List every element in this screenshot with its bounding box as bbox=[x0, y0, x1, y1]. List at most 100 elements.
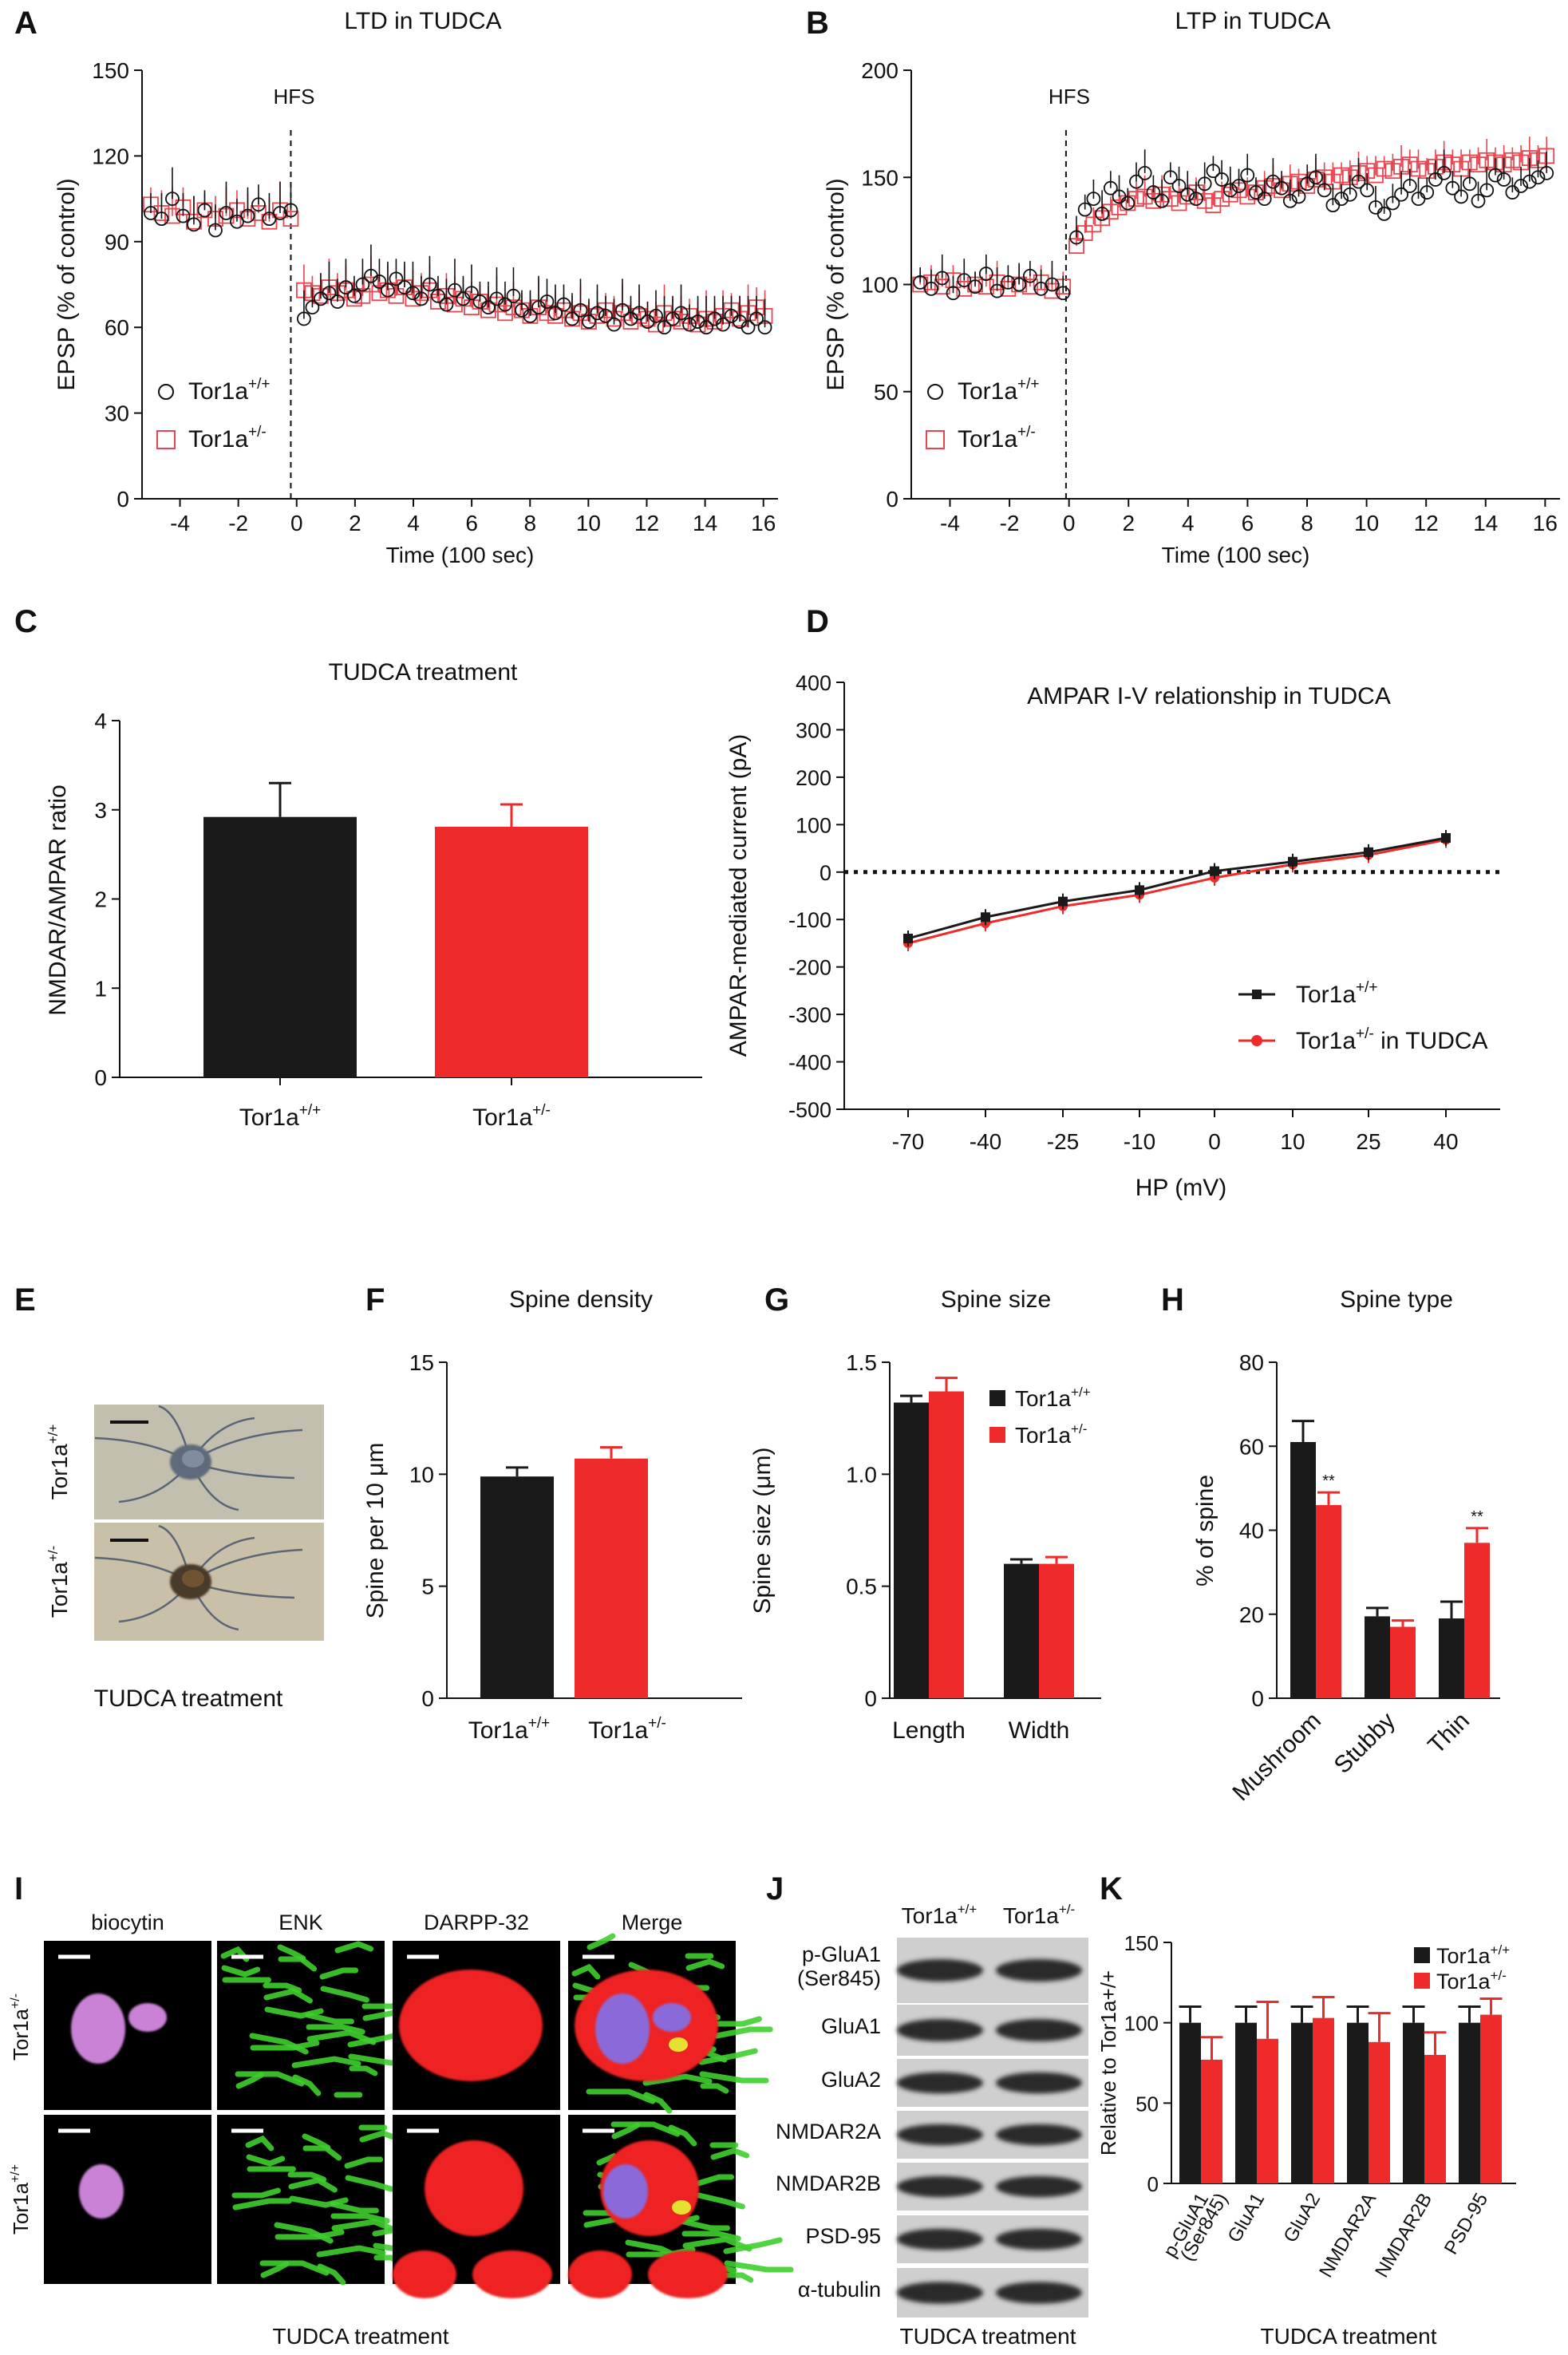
x-tick-label: -25 bbox=[1047, 1129, 1079, 1154]
data-point-wt bbox=[230, 214, 244, 229]
data-point-wt bbox=[1274, 180, 1290, 196]
data-point-het bbox=[1145, 192, 1162, 209]
chart-title: TUDCA treatment bbox=[329, 659, 518, 686]
y-tick-label: 300 bbox=[796, 718, 831, 742]
data-point bbox=[1135, 885, 1144, 895]
data-point-wt bbox=[414, 291, 429, 306]
legend-marker-het bbox=[926, 430, 945, 449]
y-tick-label: 150 bbox=[92, 58, 129, 83]
y-axis-label: NMDAR/AMPAR ratio bbox=[45, 784, 71, 1015]
data-point-het bbox=[1205, 197, 1222, 214]
data-point-wt bbox=[1231, 179, 1246, 193]
data-point-wt bbox=[565, 311, 579, 326]
data-point-wt bbox=[1282, 193, 1297, 208]
column-label: biocytin bbox=[91, 1910, 164, 1934]
data-point-het bbox=[934, 279, 950, 295]
data-point-wt bbox=[1001, 275, 1016, 290]
y-tick-label: 0 bbox=[1147, 2172, 1159, 2196]
data-point-wt bbox=[1445, 180, 1460, 196]
data-point-wt bbox=[1095, 206, 1110, 221]
blot-row-label: PSD-95 bbox=[805, 2224, 881, 2248]
x-axis-label: Time (100 sec) bbox=[386, 543, 535, 567]
data-point-wt bbox=[338, 280, 353, 294]
panel-letter: J bbox=[766, 1871, 784, 1907]
data-point-wt bbox=[1103, 180, 1118, 196]
legend-swatch-wt bbox=[989, 1390, 1005, 1406]
data-point-het bbox=[363, 276, 379, 293]
panel-letter: E bbox=[14, 1282, 36, 1318]
data-point-wt bbox=[330, 294, 345, 309]
fluorescence-tile bbox=[568, 2115, 794, 2298]
data-point-het bbox=[1239, 188, 1256, 205]
data-point-wt bbox=[757, 320, 772, 335]
x-tick-label: 14 bbox=[1473, 511, 1498, 535]
y-tick-label: 60 bbox=[105, 315, 129, 340]
x-tick-label: 25 bbox=[1356, 1129, 1380, 1154]
x-tick-label: 12 bbox=[1414, 511, 1439, 535]
data-point-het bbox=[1384, 163, 1401, 180]
data-point-wt bbox=[187, 217, 201, 232]
x-category-label: PSD-95 bbox=[1440, 2190, 1492, 2258]
data-point-wt bbox=[699, 320, 713, 335]
bar bbox=[1257, 2038, 1278, 2183]
x-category-label: Thin bbox=[1423, 1708, 1475, 1760]
panel-F-chart: Spine density 0 5 10 15 Tor1a+/+ Tor1a+/- Spine… bbox=[362, 1286, 742, 1744]
panel-A-chart: LTD in TUDCA 0 30 60 90 120 150 -4 -2 0 2 4 6 8 10 12 14… bbox=[53, 8, 778, 567]
legend-marker-wt bbox=[927, 384, 943, 400]
panel-letter: D bbox=[806, 604, 829, 639]
row-label: Tor1a+/- bbox=[9, 1993, 33, 2061]
data-point-wt bbox=[913, 275, 928, 290]
data-point-wt bbox=[1462, 176, 1477, 192]
y-tick-label: -100 bbox=[788, 908, 831, 932]
y-tick-label: 100 bbox=[1124, 2012, 1159, 2036]
column-label: Tor1a+/+ bbox=[902, 1902, 978, 1928]
data-point-wt bbox=[582, 314, 596, 329]
bar bbox=[1039, 1563, 1074, 1698]
data-point-wt bbox=[957, 273, 972, 288]
x-tick-label: 4 bbox=[407, 511, 420, 535]
blot-row-label: GluA1 bbox=[821, 2014, 881, 2038]
data-point-wt bbox=[1514, 179, 1528, 193]
data-point-wt bbox=[573, 302, 588, 318]
micrograph-image bbox=[94, 1405, 324, 1519]
y-tick-label: -500 bbox=[788, 1098, 831, 1122]
x-tick-label: -4 bbox=[940, 511, 960, 535]
data-point-wt bbox=[297, 311, 311, 326]
x-category-label: Width bbox=[1009, 1717, 1070, 1744]
y-tick-label: 1.5 bbox=[846, 1350, 877, 1375]
legend-label-wt: Tor1a+/+ bbox=[1015, 1385, 1091, 1411]
y-axis-label: % of spine bbox=[1192, 1475, 1218, 1586]
data-point-wt bbox=[262, 211, 277, 227]
y-axis-label: EPSP (% of control) bbox=[53, 178, 80, 390]
data-point-wt bbox=[464, 286, 479, 301]
y-tick-label: -200 bbox=[788, 956, 831, 980]
bar bbox=[894, 1402, 929, 1698]
data-point-het bbox=[1410, 160, 1427, 177]
x-category-label: Tor1a+/- bbox=[472, 1102, 551, 1131]
series-line bbox=[907, 838, 1447, 945]
legend-label-wt: Tor1a+/+ bbox=[1296, 979, 1378, 1008]
data-point-het bbox=[1162, 191, 1179, 207]
panel-G-chart: Spine size 0 0.5 1.0 1.5 Length Width Spine sie… bbox=[749, 1286, 1101, 1744]
bar bbox=[1201, 2059, 1222, 2183]
chart-title: Spine density bbox=[509, 1286, 653, 1313]
x-category-label: Length bbox=[892, 1717, 966, 1744]
bar bbox=[480, 1476, 554, 1698]
data-point-wt bbox=[1129, 174, 1143, 189]
legend-marker-wt bbox=[158, 384, 174, 400]
bar bbox=[435, 826, 588, 1077]
hfs-annotation: HFS bbox=[273, 85, 314, 109]
data-point-wt bbox=[1155, 193, 1170, 208]
data-point-het bbox=[505, 299, 522, 316]
row-label: Tor1a+/- bbox=[45, 1546, 72, 1618]
x-tick-label: 6 bbox=[465, 511, 478, 535]
data-point-wt bbox=[448, 283, 462, 298]
chart-title: LTD in TUDCA bbox=[344, 8, 501, 34]
data-point-wt bbox=[1394, 187, 1408, 202]
panel-D-chart: AMPAR I-V relationship in TUDCA400300200… bbox=[725, 671, 1500, 1201]
data-point-wt bbox=[1012, 277, 1027, 292]
data-point-wt bbox=[208, 223, 223, 238]
significance-marker: ** bbox=[1471, 1508, 1483, 1526]
y-axis-label: Relative to Tor1a+/+ bbox=[1096, 1970, 1120, 2155]
y-tick-label: 1 bbox=[94, 976, 107, 1001]
